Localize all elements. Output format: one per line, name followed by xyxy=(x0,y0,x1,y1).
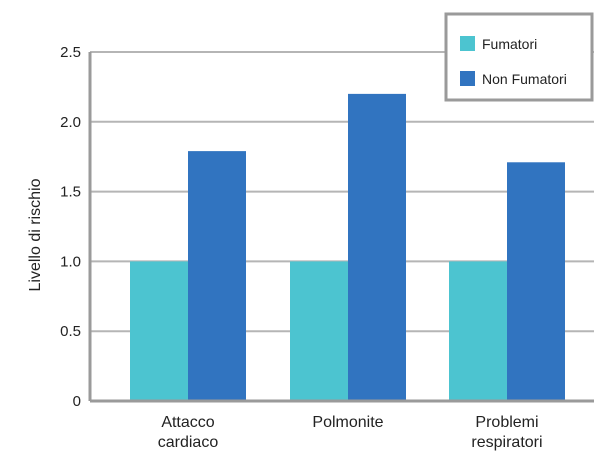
legend-swatch xyxy=(460,71,475,86)
x-category-label: Attacco xyxy=(161,414,214,431)
legend-swatch xyxy=(460,36,475,51)
axes xyxy=(88,52,594,403)
y-tick-labels: 0 0.5 1.0 1.5 2.0 2.5 xyxy=(60,44,81,410)
legend-label: Non Fumatori xyxy=(482,71,567,87)
bar-fumatori-2 xyxy=(449,261,507,401)
bars xyxy=(130,93,565,401)
bar-fumatori-0 xyxy=(130,261,188,401)
x-category-label: cardiaco xyxy=(158,434,219,451)
legend-box xyxy=(444,12,594,102)
bar-non-fumatori-2 xyxy=(507,162,565,401)
bar-fumatori-1 xyxy=(290,261,348,401)
bar-non-fumatori-0 xyxy=(188,151,246,401)
legend: Fumatori Non Fumatori xyxy=(444,12,594,102)
x-category-label: respiratori xyxy=(471,434,542,451)
y-tick-label: 1.5 xyxy=(60,184,81,201)
y-tick-label: 2.5 xyxy=(60,44,81,61)
y-tick-label: 2.0 xyxy=(60,114,81,131)
legend-label: Fumatori xyxy=(482,36,537,52)
y-tick-label: 0.5 xyxy=(60,323,81,340)
y-tick-label: 0 xyxy=(73,393,81,410)
x-category-label: Problemi xyxy=(475,414,538,431)
y-axis-title: Livello di rischio xyxy=(27,178,44,291)
y-tick-label: 1.0 xyxy=(60,253,81,270)
bar-non-fumatori-1 xyxy=(348,93,406,401)
x-category-label: Polmonite xyxy=(312,414,383,431)
x-category-labels: Attacco cardiaco Polmonite Problemi respirat… xyxy=(158,414,543,451)
